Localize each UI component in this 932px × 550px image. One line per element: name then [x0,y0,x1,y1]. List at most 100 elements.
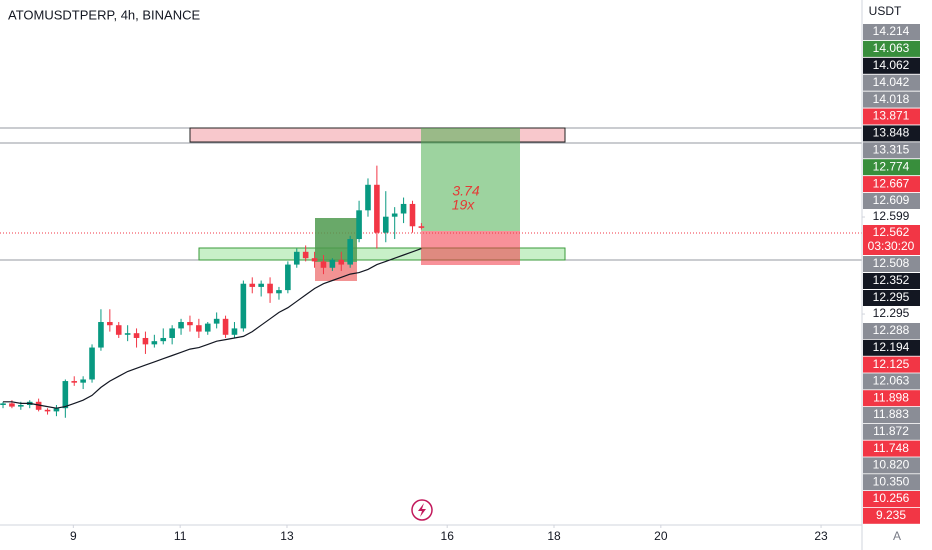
price-tag-bg [863,507,920,524]
candle-body [178,322,184,329]
candle-body [169,328,175,338]
candle-body [231,328,238,335]
plot [0,165,425,418]
price-tag-label: 12.063 [873,374,910,388]
candle-body [0,403,6,405]
price-tag-label: 13.315 [873,142,910,156]
candle-body [338,259,345,265]
price-tag-bg [863,108,920,125]
price-tag-bg [863,142,920,159]
price-tag: 13.848 [863,125,920,142]
price-tag-bg [863,40,920,57]
candle-body [347,239,353,265]
candle-body [187,322,193,326]
candle-body [418,226,425,228]
candle-body [356,210,362,240]
candle-body [374,184,380,233]
candle-body [267,283,273,294]
price-tag: 14.062 [863,57,920,74]
candle-body [160,337,167,342]
price-tag-label: 12.667 [873,176,910,190]
candle-body [44,409,51,412]
price-tag-label: 12.508 [873,256,910,270]
candle-body [80,379,86,383]
price-tag: 13.315 [863,142,920,159]
candle-body [293,251,300,265]
candle-body [124,333,131,335]
price-tag: 12.667 [863,176,920,193]
y-tick-label: 12.599 [873,209,910,223]
price-tag-bg [863,193,920,209]
candle-body [409,203,416,227]
annotation: 3.74 [452,183,479,199]
x-tick-label: 20 [654,529,668,543]
x-tick-label: 11 [174,529,187,543]
price-tag-bg [863,356,920,373]
price-tag-bg [863,390,920,407]
price-tag-label: 11.748 [873,441,909,455]
price-tag: 12.609 [863,193,920,209]
candle-body [400,203,407,214]
price-tag: 13.871 [863,108,920,125]
price-tag-label: 12.562 [873,225,910,239]
candle-body [222,318,229,335]
currency-label: USDT [869,4,902,18]
price-tag-label: 12.352 [873,273,910,287]
price-tag-bg [863,176,920,193]
candle-body [240,283,247,329]
price-tag-bg [863,125,920,142]
scale-button[interactable]: A [893,529,901,543]
price-tag-label: 14.018 [873,92,910,106]
candle-body [151,341,158,345]
price-tag: 10.350 [863,474,920,491]
price-tag-bg [863,474,920,491]
price-tag-bg [863,457,920,474]
price-tag: 10.820 [863,457,920,474]
price-tag: 10.256 [863,491,920,507]
price-tag-bg [863,323,920,339]
candle-body [320,261,327,268]
lightning-icon [418,503,426,517]
price-tag-bg [863,159,920,176]
price-tag-label: 12.609 [873,193,910,207]
y-tick-label: 12.295 [873,306,910,320]
price-tag-bg [863,339,920,356]
candle-body [285,264,291,291]
price-tag-bg [863,373,920,390]
price-tag-label: 11.898 [873,390,909,404]
price-tag: 14.063 [863,40,920,57]
x-tick-label: 9 [70,529,77,543]
moving-average [3,248,422,409]
price-tag-label: 11.883 [873,407,909,421]
price-tag-bg [863,440,920,457]
price-tag-label: 10.820 [873,458,910,472]
price-tag: 12.288 [863,323,920,339]
price-tag: 11.872 [863,423,920,440]
countdown: 03:30:20 [868,239,915,253]
candle-body [71,381,78,383]
price-tag: 12.508 [863,256,920,272]
price-tag-label: 9.235 [876,508,906,522]
candle-body [329,259,336,268]
candle-body [35,401,42,410]
candle-body [133,333,140,338]
price-tag-label: 14.214 [873,24,910,38]
price-tag-bg [863,57,920,74]
candle-body [258,283,264,287]
price-tag: 11.883 [863,407,920,423]
price-tag-label: 12.194 [873,340,910,354]
price-tag-bg [863,91,920,108]
position-profit [421,128,520,231]
candle-body [89,347,95,380]
candle-body [302,251,309,259]
price-tag-bg [863,256,920,272]
price-tag: 12.295 [863,290,920,306]
x-tick-label: 23 [814,529,828,543]
price-tag-label: 12.295 [873,290,910,304]
x-tick-label: 16 [441,529,455,543]
chart-title: ATOMUSDTPERP, 4h, BINANCE [8,7,200,22]
price-tag: 14.042 [863,74,920,91]
candle-body [382,216,389,233]
price-tag: 14.214 [863,24,920,40]
